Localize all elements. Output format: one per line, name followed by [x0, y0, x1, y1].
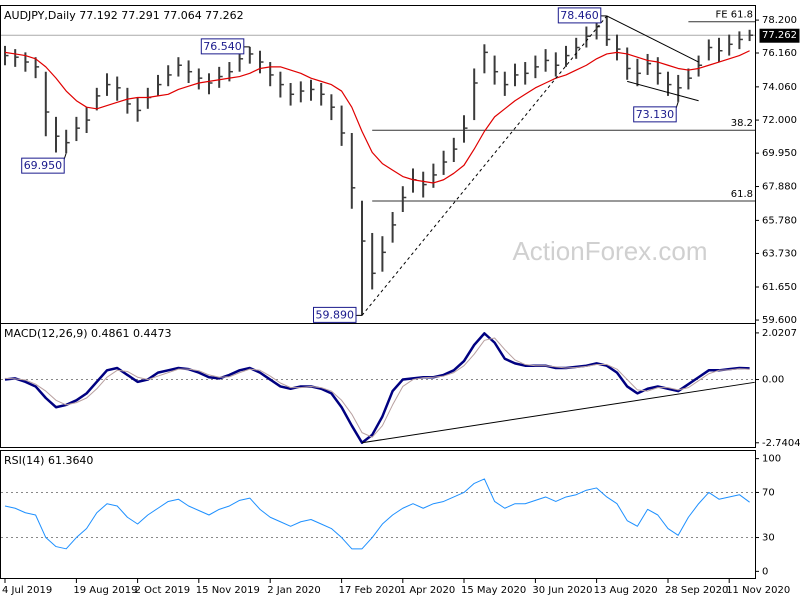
y-tick-label: 78.200: [762, 15, 797, 26]
fib-label: 38.2: [731, 118, 753, 129]
x-tick-label: 15 Nov 2019: [196, 585, 260, 596]
y-tick-label: -2.7404: [762, 438, 800, 449]
label-box: [313, 306, 357, 323]
indicator-line: [4, 337, 750, 438]
indicator-line: [4, 478, 750, 550]
y-tick-label: 30: [762, 533, 775, 544]
y-tick-label: 74.060: [762, 82, 797, 93]
trendline: [361, 381, 755, 444]
trendline: [627, 80, 699, 102]
fib-label: 61.8: [731, 189, 753, 200]
panel-title: AUDJPY,Daily 77.192 77.291 77.064 77.262: [4, 9, 244, 22]
y-tick-label: 67.880: [762, 182, 797, 193]
watermark: ActionForex.com: [512, 236, 707, 266]
x-tick-label: 30 Jun 2020: [532, 585, 592, 596]
annotation-label: 69.950: [24, 159, 63, 172]
x-tick-label: 17 Feb 2020: [339, 585, 401, 596]
y-tick-label: 63.730: [762, 248, 797, 259]
label-box: [21, 157, 65, 174]
y-tick-label: 76.160: [762, 48, 797, 59]
y-tick-label: 59.600: [762, 315, 797, 326]
annotation-label: 78.460: [560, 9, 599, 22]
panel-title: RSI(14) 61.3640: [4, 454, 93, 467]
x-tick-label: 19 Aug 2019: [73, 585, 137, 596]
fib-label: FE 61.8: [715, 10, 753, 21]
label-box: [200, 38, 245, 55]
last-price-label: 77.262: [762, 30, 797, 41]
x-tick-label: 28 Sep 2020: [665, 585, 728, 596]
y-tick-label: 2.0207: [762, 328, 797, 339]
label-box: [557, 7, 602, 24]
y-tick-label: 61.650: [762, 282, 797, 293]
y-tick-label: 0.00: [762, 375, 784, 386]
x-tick-label: 4 Jul 2019: [2, 585, 52, 596]
y-tick-label: 70: [762, 487, 775, 498]
label-box: [633, 106, 677, 123]
label-box: [759, 28, 800, 43]
y-tick-label: 72.000: [762, 115, 797, 126]
indicator-line: [4, 332, 750, 445]
y-tick-label: 69.950: [762, 148, 797, 159]
y-tick-label: 65.780: [762, 215, 797, 226]
x-tick-label: 11 Nov 2020: [726, 585, 790, 596]
y-tick-label: 0: [762, 566, 768, 577]
annotation-label: 73.130: [636, 108, 675, 121]
y-tick-label: 100: [762, 454, 781, 465]
indicator-line: [4, 50, 750, 184]
trendline: [361, 15, 608, 316]
x-tick-label: 2 Jan 2020: [267, 585, 321, 596]
annotation-label: 59.890: [316, 308, 355, 321]
x-tick-label: 13 Aug 2020: [594, 585, 658, 596]
x-tick-label: 2 Oct 2019: [135, 585, 190, 596]
x-tick-label: 15 May 2020: [461, 585, 526, 596]
panel-frame: [0, 323, 756, 448]
panel-title: MACD(12,26,9) 0.4861 0.4473: [4, 327, 172, 340]
annotation-label: 76.540: [203, 40, 242, 53]
trendline: [606, 15, 699, 63]
x-tick-label: 1 Apr 2020: [400, 585, 455, 596]
panel-frame: [0, 450, 756, 579]
